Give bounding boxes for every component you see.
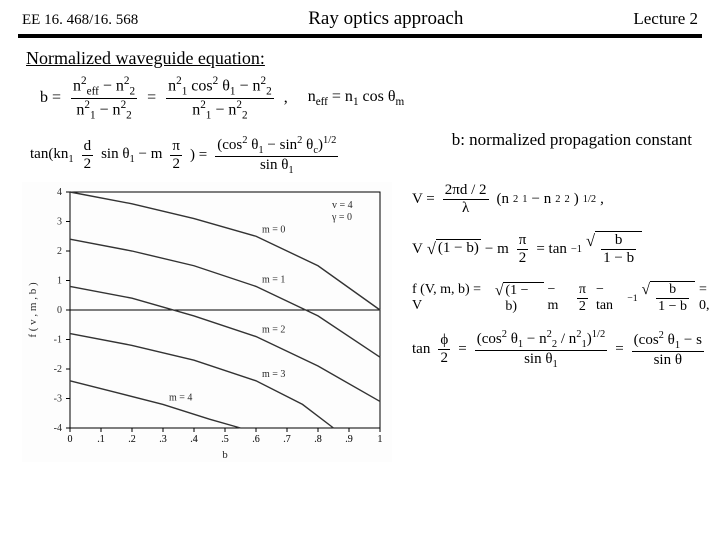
frac-tan-rhs: (cos2 θ1 − sin2 θc)1/2 sin θ1 (215, 135, 338, 176)
neff-def: neff = n1 cos θm (308, 88, 405, 108)
svg-text:-3: -3 (54, 394, 62, 405)
svg-text:γ = 0: γ = 0 (331, 212, 352, 223)
svg-text:-4: -4 (54, 423, 62, 434)
svg-text:.2: .2 (128, 434, 136, 445)
eq-line2: V√(1 − b) − m π2 = tan−1 √b1 − b (412, 231, 720, 267)
fraction-1: n2eff − n22 n21 − n22 (71, 75, 137, 121)
svg-text:.1: .1 (97, 434, 105, 445)
svg-text:m = 3: m = 3 (262, 369, 285, 380)
eq-lhs: b = (40, 89, 61, 107)
svg-text:4: 4 (57, 187, 62, 198)
fraction-2: n21 cos2 θ1 − n22 n21 − n22 (166, 75, 274, 121)
frac-d2: d2 (82, 138, 94, 173)
equation-b-definition: b = n2eff − n22 n21 − n22 = n21 cos2 θ1 … (40, 75, 720, 121)
tan-pre: tan(kn1 (30, 146, 74, 165)
header-rule (18, 34, 702, 38)
svg-text:v = 4: v = 4 (332, 200, 353, 211)
eq-line4: tan ϕ2 = (cos2 θ1 − n22 / n21)1/2sin θ1 … (412, 329, 720, 370)
equals-1: = (147, 89, 156, 107)
svg-text:.8: .8 (314, 434, 322, 445)
tan-mid: sin θ1 − m (101, 146, 162, 165)
svg-text:1: 1 (57, 276, 62, 287)
svg-text:1: 1 (378, 434, 383, 445)
eq-line3: f (V, m, b) = V√(1 − b) − m π2 − tan−1 √… (412, 281, 720, 315)
svg-text:.4: .4 (190, 434, 198, 445)
svg-text:3: 3 (57, 217, 62, 228)
frac-pi2: π2 (170, 138, 182, 173)
svg-text:.7: .7 (283, 434, 291, 445)
slide-title: Ray optics approach (308, 8, 463, 30)
svg-text:m = 4: m = 4 (169, 392, 192, 403)
svg-text:.9: .9 (345, 434, 353, 445)
section-subheading: Normalized waveguide equation: (26, 48, 720, 69)
svg-text:m = 2: m = 2 (262, 325, 285, 336)
dispersion-plot: -4-3-2-1012340.1.2.3.4.5.6.7.8.910.1.2.3… (22, 182, 392, 462)
course-code: EE 16. 468/16. 568 (22, 12, 138, 29)
b-explanation: b: normalized propagation constant (452, 130, 692, 150)
svg-text:0: 0 (68, 434, 73, 445)
svg-text:m = 1: m = 1 (262, 274, 285, 285)
eq-V: V = 2πd / 2λ (n21 − n22)1/2, (412, 182, 720, 217)
svg-text:0: 0 (57, 305, 62, 316)
svg-text:.5: .5 (221, 434, 229, 445)
svg-text:b: b (222, 449, 228, 461)
svg-text:-2: -2 (54, 364, 62, 375)
svg-text:f ( v , m , b ): f ( v , m , b ) (27, 282, 39, 338)
svg-text:.3: .3 (159, 434, 167, 445)
lecture-label: Lecture 2 (633, 9, 698, 29)
comma: , (284, 89, 288, 107)
slide-header: EE 16. 468/16. 568 Ray optics approach L… (0, 0, 720, 34)
tan-post: ) = (190, 147, 207, 164)
svg-text:2: 2 (57, 246, 62, 257)
svg-text:.6: .6 (252, 434, 260, 445)
svg-text:-1: -1 (54, 335, 62, 346)
right-equations: V = 2πd / 2λ (n21 − n22)1/2, V√(1 − b) −… (392, 182, 720, 462)
svg-text:m = 0: m = 0 (262, 224, 285, 235)
